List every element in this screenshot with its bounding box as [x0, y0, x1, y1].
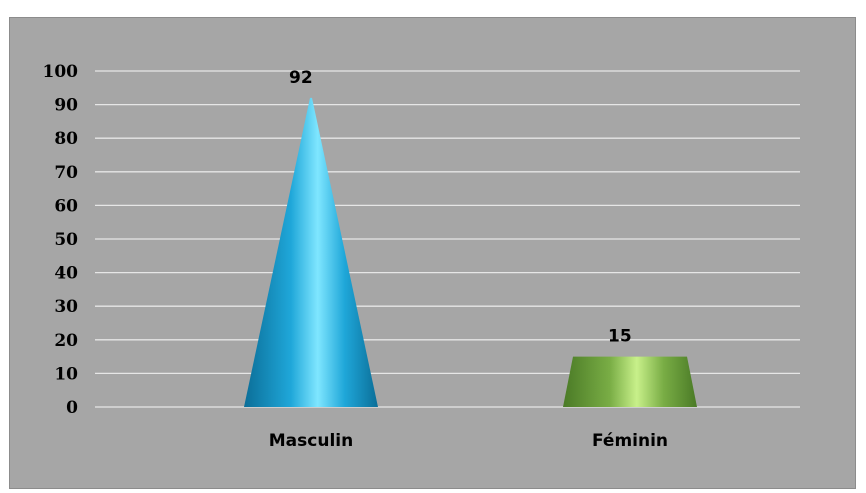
x-tick-label-masculin: Masculin: [269, 431, 353, 451]
y-tick-label: 60: [54, 196, 78, 216]
bar-masculin: [244, 97, 378, 407]
bars: [244, 97, 697, 407]
y-tick-label: 0: [66, 398, 78, 418]
y-tick-label: 30: [54, 297, 78, 317]
y-tick-label: 70: [54, 163, 78, 183]
y-tick-label: 80: [54, 129, 78, 149]
gridlines: [95, 70, 800, 408]
y-tick-label: 50: [54, 230, 78, 250]
x-axis-labels: Masculin Féminin: [269, 431, 668, 451]
y-tick-label: 10: [54, 364, 78, 384]
y-tick-label: 40: [54, 264, 78, 284]
bar-féminin: [563, 356, 697, 407]
data-label-masculin: 92: [289, 68, 313, 88]
y-tick-label: 20: [54, 331, 78, 351]
data-label-féminin: 15: [608, 327, 632, 347]
y-tick-label: 90: [54, 96, 78, 116]
x-tick-label-féminin: Féminin: [592, 431, 668, 451]
y-axis-ticks: 0 10 20 30 40 50 60 70 80 90 100: [43, 62, 79, 418]
y-tick-label: 100: [43, 62, 79, 82]
data-labels: 92 15: [289, 68, 632, 347]
chart-area: [9, 17, 856, 489]
